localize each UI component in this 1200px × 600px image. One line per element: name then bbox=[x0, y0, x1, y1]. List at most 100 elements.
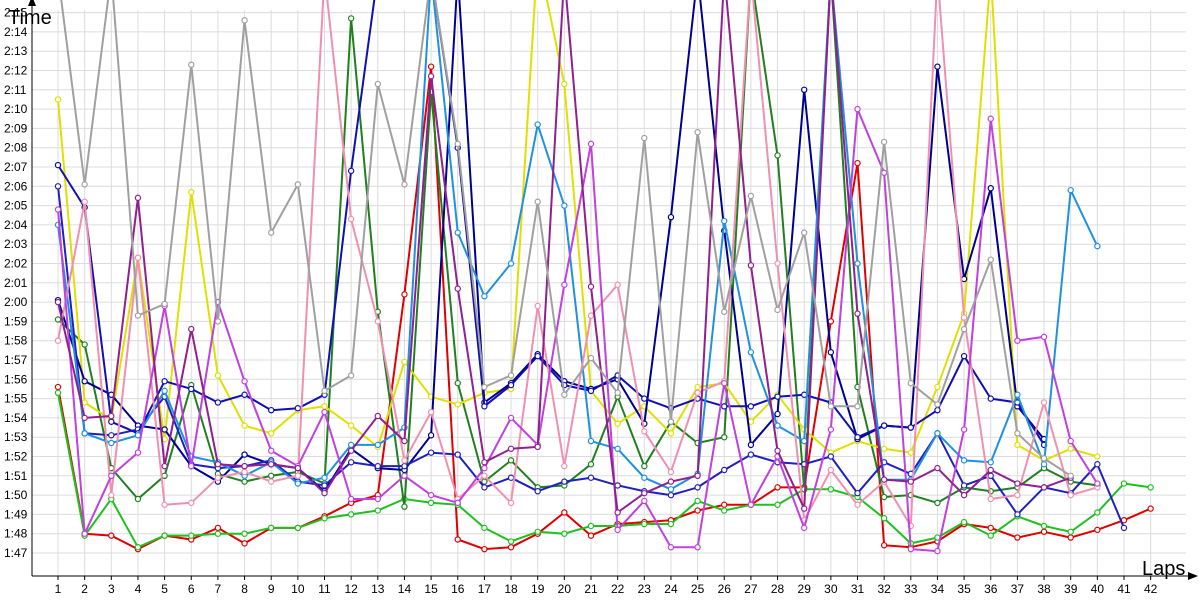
data-point bbox=[454, 285, 461, 292]
x-tick-label: 42 bbox=[1144, 582, 1158, 596]
series-path bbox=[57, 0, 1072, 514]
data-point bbox=[880, 515, 888, 522]
data-point bbox=[747, 192, 755, 200]
data-point bbox=[854, 310, 861, 317]
data-point bbox=[241, 478, 248, 485]
data-point bbox=[108, 439, 115, 447]
data-point bbox=[134, 495, 142, 503]
x-tick-label: 20 bbox=[558, 582, 572, 596]
data-point bbox=[854, 501, 861, 508]
data-point bbox=[507, 538, 515, 545]
data-point bbox=[641, 134, 648, 142]
data-point bbox=[401, 472, 408, 479]
data-point bbox=[401, 462, 408, 470]
data-point bbox=[214, 474, 222, 481]
data-point bbox=[854, 403, 861, 410]
y-tick-label: 1:53 bbox=[4, 430, 28, 444]
data-point bbox=[827, 466, 835, 474]
data-point bbox=[268, 478, 275, 485]
data-point bbox=[321, 515, 328, 522]
data-point bbox=[667, 213, 675, 221]
data-point bbox=[960, 491, 968, 499]
series-path bbox=[57, 392, 1151, 549]
data-point bbox=[587, 312, 595, 319]
data-point bbox=[1040, 399, 1048, 406]
data-point bbox=[534, 121, 541, 128]
data-point bbox=[454, 499, 461, 507]
data-point bbox=[907, 424, 915, 431]
x-tick-label: 16 bbox=[451, 582, 465, 596]
data-point bbox=[561, 391, 568, 398]
y-tick-label: 2:04 bbox=[4, 218, 28, 232]
data-point bbox=[587, 354, 595, 362]
data-point bbox=[721, 403, 728, 410]
data-point bbox=[561, 281, 568, 288]
data-point bbox=[188, 462, 195, 470]
series-line bbox=[54, 0, 1048, 495]
data-point bbox=[347, 215, 355, 223]
data-point bbox=[401, 358, 408, 366]
y-tick-label: 1:57 bbox=[4, 353, 28, 367]
data-point bbox=[1147, 505, 1154, 512]
data-point bbox=[801, 437, 808, 445]
data-point bbox=[561, 202, 568, 209]
data-point bbox=[614, 389, 621, 397]
data-point bbox=[427, 408, 435, 416]
data-point bbox=[321, 489, 328, 497]
data-point bbox=[161, 300, 168, 308]
data-point bbox=[801, 86, 808, 94]
data-point bbox=[507, 381, 515, 389]
data-point bbox=[827, 486, 835, 493]
series-path bbox=[57, 0, 1098, 527]
data-point bbox=[454, 140, 461, 148]
data-point bbox=[641, 497, 648, 505]
data-point bbox=[54, 183, 62, 190]
data-point bbox=[667, 491, 675, 499]
data-point bbox=[827, 453, 835, 460]
data-point bbox=[774, 484, 781, 491]
data-point bbox=[801, 524, 808, 532]
x-tick-label: 6 bbox=[188, 582, 195, 596]
data-point bbox=[54, 337, 62, 344]
data-point bbox=[161, 462, 168, 470]
data-point bbox=[454, 536, 461, 543]
data-point bbox=[241, 451, 248, 458]
data-point bbox=[721, 501, 728, 508]
data-point bbox=[401, 503, 408, 510]
data-point bbox=[241, 530, 248, 537]
data-point bbox=[268, 472, 275, 479]
x-tick-label: 7 bbox=[215, 582, 222, 596]
data-point bbox=[1147, 484, 1154, 491]
x-tick-label: 2 bbox=[81, 582, 88, 596]
data-point bbox=[774, 410, 781, 418]
data-point bbox=[481, 464, 488, 472]
data-point bbox=[347, 495, 355, 503]
data-point bbox=[561, 80, 568, 88]
data-point bbox=[934, 406, 941, 414]
data-point bbox=[534, 443, 541, 451]
data-point bbox=[960, 314, 968, 321]
y-tick-label: 1:52 bbox=[4, 450, 28, 464]
data-point bbox=[880, 138, 888, 146]
data-point bbox=[294, 464, 302, 472]
data-point bbox=[1094, 242, 1101, 250]
data-point bbox=[1014, 511, 1021, 518]
data-point bbox=[721, 434, 728, 441]
data-point bbox=[934, 430, 941, 437]
data-point bbox=[347, 459, 355, 466]
data-point bbox=[481, 545, 488, 553]
data-point bbox=[960, 457, 968, 464]
data-point bbox=[1040, 484, 1048, 491]
data-point bbox=[614, 526, 621, 534]
data-point bbox=[747, 451, 755, 458]
x-tick-label: 25 bbox=[691, 582, 705, 596]
data-point bbox=[1014, 441, 1021, 449]
data-point bbox=[134, 449, 142, 456]
data-point bbox=[321, 474, 328, 481]
data-point bbox=[454, 229, 461, 236]
y-tick-label: 2:03 bbox=[4, 237, 28, 251]
x-tick-label: 15 bbox=[424, 582, 438, 596]
data-point bbox=[774, 260, 781, 267]
data-point bbox=[347, 372, 355, 379]
data-point bbox=[1014, 337, 1021, 344]
